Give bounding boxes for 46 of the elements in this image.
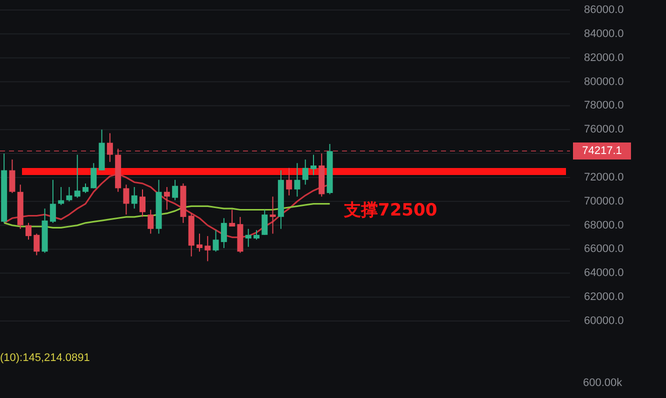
candlestick — [172, 179, 178, 201]
candlestick — [229, 209, 236, 228]
y-tick-label: 72000.0 — [584, 171, 624, 184]
candlestick — [204, 236, 211, 262]
text: 600.00k — [583, 377, 623, 389]
ref-line-label: 74217.1 — [582, 144, 622, 157]
candlestick — [66, 186, 72, 202]
y-tick-label: 78000.0 — [584, 100, 624, 112]
candlestick — [26, 222, 32, 240]
y-tick-label: 76000.0 — [584, 124, 624, 136]
candlestick — [270, 196, 276, 234]
candlestick — [58, 186, 64, 206]
y-tick-label: 66000.0 — [584, 243, 624, 256]
y-tick-label: 80000.0 — [584, 76, 624, 88]
candlestick — [310, 154, 316, 176]
candlestick — [123, 184, 130, 216]
y-tick-label: 60000.0 — [584, 315, 624, 327]
y-tick-label: 86000.0 — [584, 4, 624, 16]
candlestick — [131, 186, 138, 210]
candlestick — [148, 209, 154, 234]
candlestick — [74, 154, 80, 198]
candlestick — [262, 209, 268, 236]
candlestick — [50, 179, 56, 224]
candlestick — [294, 162, 300, 198]
y-tick-label: 62000.0 — [584, 291, 624, 304]
text: (10):145,214.0891 — [0, 352, 90, 364]
y-tick-label: 82000.0 — [584, 52, 624, 64]
candlestick — [302, 159, 308, 186]
y-tick-label: 84000.0 — [584, 28, 624, 40]
candlestick — [90, 162, 97, 189]
y-tick-label: 64000.0 — [584, 267, 624, 280]
candlestick — [212, 230, 219, 252]
y-tick-label: 70000.0 — [584, 195, 624, 208]
candlestick — [9, 159, 16, 194]
candlestick — [82, 182, 88, 194]
y-tick-label: 68000.0 — [584, 219, 624, 232]
candlestick — [254, 230, 260, 240]
candlestick — [245, 228, 252, 248]
ref-line-label: 支撑72500 — [343, 200, 438, 220]
candlestick — [196, 233, 202, 252]
candlestick — [106, 132, 113, 162]
candlestick — [220, 218, 227, 249]
candlestick — [34, 233, 40, 256]
candlestick — [164, 186, 170, 210]
candlestick — [140, 188, 146, 218]
candlestick — [286, 167, 292, 196]
